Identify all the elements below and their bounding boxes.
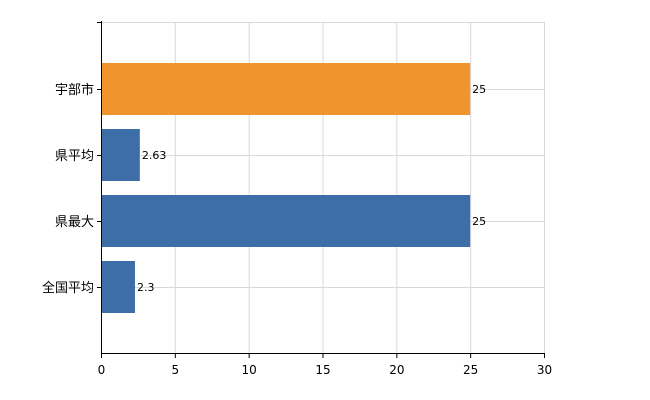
data-label-4: 2.3: [137, 281, 155, 294]
x-tick-label: 20: [389, 363, 404, 377]
x-tick-label: 15: [315, 363, 330, 377]
x-tick-label: 5: [172, 363, 180, 377]
category-label-3: 県最大: [55, 215, 94, 230]
x-tick-label: 30: [537, 363, 552, 377]
category-label-2: 県平均: [55, 149, 94, 164]
data-label-2: 2.63: [142, 149, 167, 162]
bar-1: [101, 63, 471, 115]
bar-2: [101, 129, 140, 181]
data-label-3: 25: [472, 215, 486, 228]
bar-3: [101, 195, 471, 247]
axis-layer: [97, 21, 545, 358]
category-label-1: 宇部市: [55, 82, 94, 98]
x-tick-label: 10: [242, 363, 257, 377]
x-tick-label: 0: [98, 363, 106, 377]
data-label-1: 25: [472, 83, 486, 96]
bar-4: [101, 261, 135, 313]
category-label-4: 全国平均: [42, 280, 94, 296]
x-tick-label: 25: [463, 363, 478, 377]
bar-layer: [101, 63, 471, 313]
